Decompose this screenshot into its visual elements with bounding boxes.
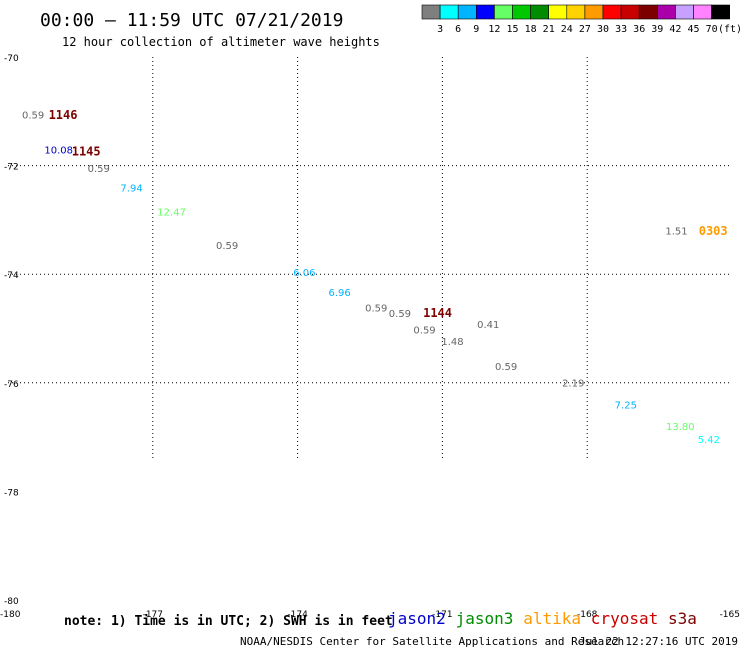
wave-height-label: 1.48 bbox=[441, 337, 463, 348]
x-tick-label: -171 bbox=[432, 610, 452, 620]
satellite-legend-altika: altika bbox=[523, 609, 581, 628]
colorbar-tick-label: 6 bbox=[455, 24, 461, 35]
wave-height-label: 6.06 bbox=[293, 268, 315, 279]
colorbar-swatch bbox=[548, 4, 568, 20]
colorbar-tick-label: 18 bbox=[525, 24, 537, 35]
chart-subtitle: 12 hour collection of altimeter wave hei… bbox=[62, 35, 380, 49]
colorbar-tick-label: 21 bbox=[543, 24, 555, 35]
colorbar-tick-label: 30 bbox=[597, 24, 609, 35]
colorbar-swatch bbox=[421, 4, 441, 20]
wave-height-colorbar: 3 6 9 12 15 18 21 24 27 30 33 36 39 42 45 70 bbox=[421, 4, 730, 35]
colorbar-tick-label: 39 bbox=[651, 24, 663, 35]
lat-lon-grid bbox=[8, 57, 732, 459]
wave-height-label: 0.59 bbox=[22, 111, 44, 122]
colorbar-swatch bbox=[566, 4, 586, 20]
colorbar-tick-label: 45 bbox=[687, 24, 699, 35]
wave-height-label: 0.59 bbox=[413, 326, 435, 337]
colorbar-tick-label: 27 bbox=[579, 24, 591, 35]
x-tick-label: -174 bbox=[287, 610, 308, 620]
pass-time-labels: 1146 1145 1144 0303 bbox=[49, 108, 728, 320]
wave-height-label: 0.59 bbox=[365, 303, 387, 314]
wave-height-label: 5.42 bbox=[698, 435, 720, 446]
wave-height-label: 6.96 bbox=[328, 288, 350, 299]
colorbar-swatch bbox=[512, 4, 531, 20]
x-tick-label: -177 bbox=[143, 610, 163, 620]
colorbar-swatch bbox=[638, 4, 658, 20]
pass-time-label: 0303 bbox=[699, 224, 728, 238]
colorbar-tick-label: 36 bbox=[633, 24, 645, 35]
wave-height-label: 0.59 bbox=[88, 164, 110, 175]
colorbar-swatch bbox=[530, 4, 549, 20]
colorbar-tick-label: 3 bbox=[437, 24, 443, 35]
wave-height-label: 2.19 bbox=[562, 378, 584, 389]
wave-height-label: 13.80 bbox=[666, 422, 695, 433]
colorbar-tick-label: 15 bbox=[506, 24, 518, 35]
wave-height-label: 0.59 bbox=[389, 309, 411, 320]
colorbar-swatch bbox=[457, 4, 477, 20]
x-tick-label: -180 bbox=[0, 610, 21, 620]
wave-height-label: 7.25 bbox=[615, 401, 637, 412]
pass-time-label: 1144 bbox=[423, 306, 452, 320]
footer-timestamp: Jul 22 12:27:16 UTC 2019 bbox=[579, 635, 738, 648]
wave-height-label: 0.59 bbox=[495, 362, 517, 373]
colorbar-swatch bbox=[494, 4, 513, 20]
wave-height-label: 7.94 bbox=[120, 183, 142, 194]
wave-height-label: 12.47 bbox=[157, 207, 186, 218]
wave-height-label: 10.08 bbox=[44, 145, 73, 156]
colorbar-tick-label: 12 bbox=[488, 24, 500, 35]
wave-height-label: 1.51 bbox=[665, 226, 687, 237]
colorbar-swatch bbox=[620, 4, 640, 20]
satellite-legend-jason2: jason2 bbox=[388, 609, 446, 628]
colorbar-tick-label: 33 bbox=[615, 24, 627, 35]
colorbar-swatch bbox=[675, 4, 694, 20]
wave-height-label: 0.41 bbox=[477, 320, 499, 331]
colorbar-swatch bbox=[475, 4, 495, 20]
colorbar-swatch bbox=[584, 4, 604, 20]
satellite-legend-s3a: s3a bbox=[668, 609, 697, 628]
colorbar-swatch bbox=[711, 4, 730, 20]
y-tick-label: -70 bbox=[4, 54, 19, 64]
satellite-legend: jason2 jason3 altika cryosat s3a bbox=[388, 609, 697, 628]
y-tick-label: -74 bbox=[4, 271, 19, 281]
axis-ticks: -70 -72 -74 -76 -78 -80 -180 -177 -174 -171 -168 -1… bbox=[0, 54, 740, 620]
chart-title: 00:00 — 11:59 UTC 07/21/2019 bbox=[40, 10, 343, 31]
pass-time-label: 1145 bbox=[72, 145, 101, 159]
y-tick-label: -76 bbox=[4, 380, 19, 390]
satellite-legend-cryosat: cryosat bbox=[591, 609, 658, 628]
colorbar-swatch bbox=[656, 4, 676, 20]
colorbar-tick-label: 24 bbox=[561, 24, 573, 35]
colorbar-tick-label: 70 bbox=[706, 24, 718, 35]
colorbar-swatch bbox=[439, 4, 459, 20]
colorbar-swatch bbox=[693, 4, 712, 20]
x-tick-label: -165 bbox=[720, 610, 740, 620]
y-tick-label: -80 bbox=[4, 597, 19, 607]
footer-credit: NOAA/NESDIS Center for Satellite Applica… bbox=[240, 635, 624, 648]
wave-height-label: 0.59 bbox=[216, 241, 238, 252]
colorbar-tick-label: 9 bbox=[473, 24, 479, 35]
y-tick-label: -72 bbox=[4, 163, 19, 173]
x-tick-label: -168 bbox=[577, 610, 598, 620]
colorbar-unit-label: (ft) bbox=[718, 24, 740, 35]
pass-time-label: 1146 bbox=[49, 108, 78, 122]
satellite-legend-jason3: jason3 bbox=[456, 609, 514, 628]
colorbar-swatch bbox=[602, 4, 622, 20]
colorbar-tick-label: 42 bbox=[669, 24, 681, 35]
y-tick-label: -78 bbox=[4, 488, 19, 498]
footer-note: note: 1) Time is in UTC; 2) SWH is in fe… bbox=[64, 614, 393, 629]
